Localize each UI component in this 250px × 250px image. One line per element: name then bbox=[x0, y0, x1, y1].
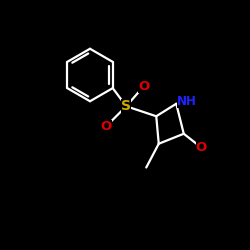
Text: O: O bbox=[196, 141, 207, 154]
Text: O: O bbox=[138, 80, 149, 93]
Text: NH: NH bbox=[177, 95, 197, 108]
Text: O: O bbox=[100, 120, 112, 133]
Text: S: S bbox=[121, 99, 131, 113]
